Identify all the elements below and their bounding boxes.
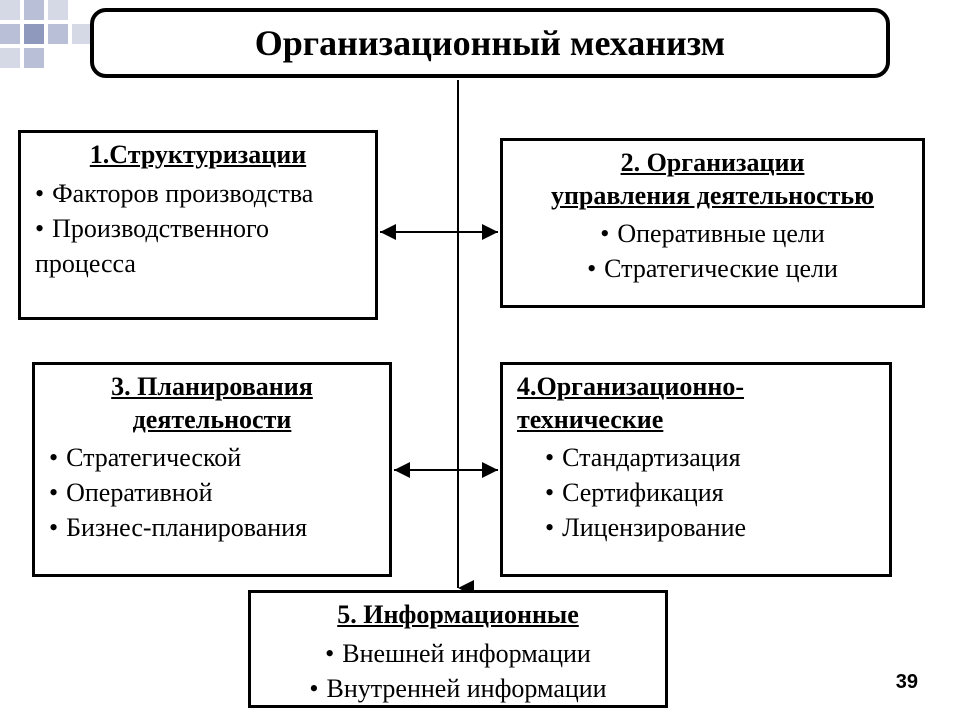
box-5-title: 5. Информационные <box>265 599 651 632</box>
box-5-items: Внешней информации Внутренней информации <box>265 636 651 706</box>
list-item: Оперативные цели <box>517 216 908 251</box>
list-item: Бизнес-планирования <box>49 510 375 545</box>
box-1-title: 1.Структуризации <box>35 139 361 172</box>
box-5-informational: 5. Информационные Внешней информации Вну… <box>248 590 668 708</box>
list-item: Внешней информации <box>265 636 651 671</box>
box-3-title: 3. Планирования деятельности <box>49 371 375 436</box>
list-item: Факторов производства <box>35 176 361 211</box>
list-item: Сертификация <box>545 475 875 510</box>
box-4-org-technical: 4.Организационно- технические Стандартиз… <box>500 362 892 577</box>
box-4-title: 4.Организационно- технические <box>517 371 875 436</box>
diagram-title: Организационный механизм <box>90 8 890 78</box>
list-item: Стратегические цели <box>517 251 908 286</box>
list-item: Внутренней информации <box>265 671 651 706</box>
list-item: Стандартизация <box>545 440 875 475</box>
page-number: 39 <box>896 671 918 694</box>
box-1-items: Факторов производства Производственного … <box>35 176 361 281</box>
box-2-items: Оперативные цели Стратегические цели <box>517 216 908 286</box>
box-4-items: Стандартизация Сертификация Лицензирован… <box>517 440 875 545</box>
box-2-org-management: 2. Организации управления деятельностью … <box>500 138 925 308</box>
list-item: Стратегической <box>49 440 375 475</box>
box-2-title: 2. Организации управления деятельностью <box>517 147 908 212</box>
box-3-planning: 3. Планирования деятельности Стратегичес… <box>32 362 392 577</box>
list-item: Производственного процесса <box>35 211 361 281</box>
box-3-items: Стратегической Оперативной Бизнес-планир… <box>49 440 375 545</box>
box-1-structuring: 1.Структуризации Факторов производства П… <box>18 130 378 320</box>
list-item: Лицензирование <box>545 510 875 545</box>
list-item: Оперативной <box>49 475 375 510</box>
diagram-title-text: Организационный механизм <box>255 22 725 64</box>
